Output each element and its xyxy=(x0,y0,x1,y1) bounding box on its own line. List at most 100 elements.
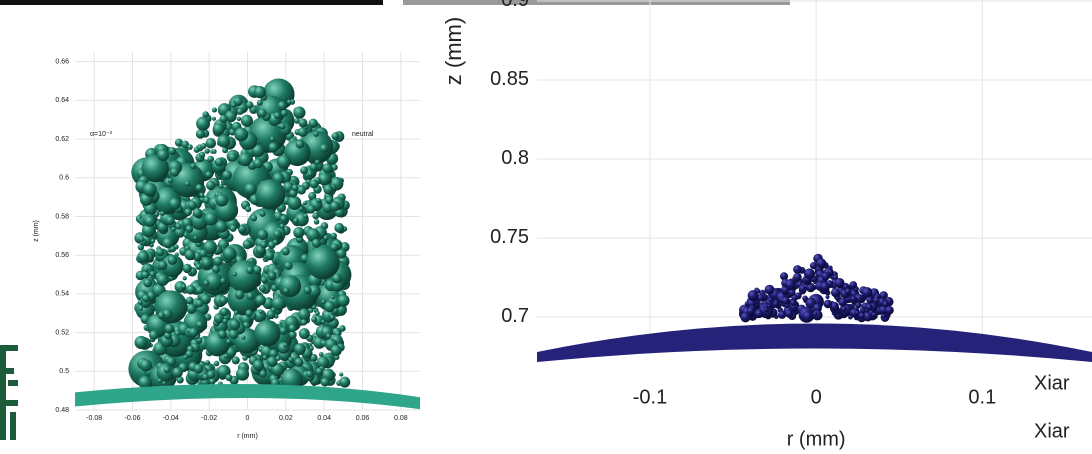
particle xyxy=(199,249,208,258)
particle xyxy=(311,238,321,248)
particle xyxy=(289,189,298,198)
particle xyxy=(291,184,299,192)
particle xyxy=(222,170,232,181)
particle xyxy=(306,370,314,378)
particle xyxy=(303,286,312,295)
particle xyxy=(861,287,873,298)
particle xyxy=(858,312,865,319)
particle xyxy=(283,342,288,348)
particle xyxy=(172,367,183,378)
particle xyxy=(219,114,228,123)
particle xyxy=(309,179,319,189)
particle xyxy=(329,201,341,212)
particle xyxy=(300,319,308,326)
particle xyxy=(139,359,153,372)
x-tick-label: -0.02 xyxy=(201,415,217,422)
particle xyxy=(166,357,176,367)
particle xyxy=(184,208,192,216)
particle xyxy=(158,260,168,270)
particle xyxy=(816,258,827,269)
particle xyxy=(200,294,211,305)
particle xyxy=(823,299,833,309)
particle xyxy=(308,171,313,177)
particle xyxy=(844,288,852,295)
particle xyxy=(233,327,260,354)
particle xyxy=(273,112,281,120)
y-tick-label: 0.48 xyxy=(55,407,69,414)
particle xyxy=(213,360,220,367)
particle xyxy=(162,309,173,320)
particle xyxy=(222,246,237,261)
particle xyxy=(320,377,330,387)
particle xyxy=(137,244,145,251)
particle xyxy=(207,155,215,163)
particle xyxy=(229,224,237,232)
particle xyxy=(211,116,216,121)
particle xyxy=(789,299,797,306)
particle xyxy=(268,272,276,280)
particle xyxy=(768,297,773,303)
particle xyxy=(168,197,181,210)
particle xyxy=(193,235,198,241)
particle xyxy=(259,370,267,378)
particle xyxy=(198,151,206,159)
particle xyxy=(315,197,322,204)
particle xyxy=(167,255,178,266)
particle xyxy=(788,288,796,297)
particle xyxy=(294,357,304,367)
particle xyxy=(269,136,276,142)
particle xyxy=(161,254,184,278)
particle xyxy=(855,302,862,309)
particle xyxy=(303,213,308,219)
particle xyxy=(288,330,297,339)
particle xyxy=(277,155,291,169)
x-axis-label: r (mm) xyxy=(787,428,846,450)
particle xyxy=(228,153,237,162)
particle xyxy=(279,223,285,229)
particle xyxy=(313,131,319,137)
particle xyxy=(740,312,751,323)
particle xyxy=(203,240,217,255)
particle xyxy=(168,147,177,155)
particle xyxy=(332,273,342,284)
particle xyxy=(879,305,888,315)
side-text: Xiar xyxy=(1034,420,1070,442)
particle xyxy=(245,101,254,109)
particle xyxy=(303,200,308,206)
particle xyxy=(279,123,286,130)
particle xyxy=(186,284,196,295)
particle xyxy=(258,284,266,292)
particle xyxy=(246,266,254,275)
particle xyxy=(165,216,175,226)
particle xyxy=(144,215,156,227)
particle xyxy=(288,324,297,333)
particle xyxy=(240,114,253,127)
particle xyxy=(237,224,247,234)
particle xyxy=(293,106,306,119)
particle xyxy=(242,355,248,361)
y-tick-label: 0.58 xyxy=(55,213,69,220)
particle xyxy=(141,294,150,303)
particle xyxy=(879,291,888,300)
particle xyxy=(266,356,278,367)
particle xyxy=(321,299,326,305)
particle xyxy=(185,350,194,358)
y-tick-label: 0.64 xyxy=(55,97,69,104)
y-axis-label: z (mm) xyxy=(33,220,40,242)
particle xyxy=(182,263,192,274)
particle xyxy=(187,200,197,210)
logo xyxy=(0,345,18,440)
top-image-strip xyxy=(403,0,790,5)
x-tick-label: 0 xyxy=(246,415,250,422)
particle xyxy=(184,181,191,187)
particle xyxy=(299,206,304,212)
particle xyxy=(195,263,202,270)
particle xyxy=(746,307,755,315)
particle xyxy=(300,166,308,175)
particle xyxy=(281,247,290,256)
particle xyxy=(231,356,240,365)
particle xyxy=(316,356,330,369)
particle xyxy=(820,281,830,292)
particle xyxy=(834,278,845,289)
